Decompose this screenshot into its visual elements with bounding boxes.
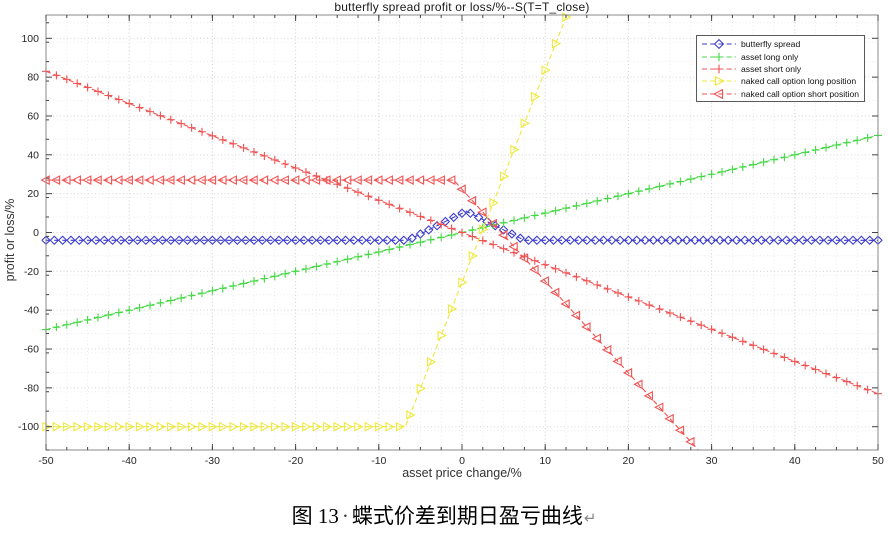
legend-item-butterfly-spread: butterfly spread: [701, 38, 864, 50]
x-tick-label: 20: [623, 455, 635, 467]
y-tick-label: 20: [27, 188, 39, 200]
x-tick-label: 30: [706, 455, 718, 467]
legend-label: naked call option short position: [741, 88, 860, 99]
x-tick-label: 10: [539, 455, 551, 467]
series-butterfly-spread: [41, 208, 883, 246]
caption-return-mark: ↵: [583, 509, 597, 527]
caption-separator-dot: ·: [341, 504, 349, 528]
legend-label: butterfly spread: [741, 39, 801, 50]
legend-marker-naked-call-option-short-position: [702, 88, 736, 100]
caption-number: 图 13: [291, 504, 339, 528]
y-tick-label: 40: [27, 149, 39, 161]
legend-item-naked-call-option-long-position: naked call option long position: [701, 75, 864, 87]
legend-label: naked call option long position: [741, 76, 857, 87]
x-tick-label: 50: [872, 455, 884, 467]
x-tick-label: 40: [789, 455, 801, 467]
x-tick-label: -50: [38, 455, 53, 467]
legend: butterfly spread asset long only asset sho…: [696, 35, 865, 102]
plot-area: -50 -40 -30 -20 -10 0 10 20 30 40 50-100-80-60-40-…: [18, 12, 884, 467]
x-tick-label: -20: [288, 455, 303, 467]
y-tick-label: -60: [24, 344, 39, 356]
axes: -50 -40 -30 -20 -10 0 10 20 30 40 50-100-80-60-40-…: [18, 14, 884, 467]
legend-marker-asset-long-only: [702, 52, 736, 61]
legend-label: asset long only: [741, 51, 799, 62]
figure-caption: 图 13 · 蝶式价差到期日盈亏曲线↵: [0, 500, 888, 530]
x-tick-label: 0: [459, 455, 465, 467]
y-tick-label: 0: [33, 227, 39, 239]
y-tick-label: 60: [27, 110, 39, 122]
caption-text: 蝶式价差到期日盈亏曲线: [351, 504, 583, 528]
y-tick-label: -40: [24, 305, 39, 317]
y-tick-label: -20: [24, 266, 39, 278]
x-tick-label: -30: [205, 455, 220, 467]
x-tick-label: -40: [122, 455, 137, 467]
legend-marker-naked-call-option-long-position: [702, 76, 736, 87]
y-tick-label: -100: [18, 421, 39, 433]
y-tick-label: -80: [24, 382, 39, 394]
series-naked-call-option-short-position: [40, 175, 699, 451]
chart-title: butterfly spread profit or loss/%--S(T=T…: [334, 0, 590, 14]
series-naked-call-option-long-position: [42, 12, 572, 432]
matlab-figure: butterfly spread profit or loss/%--S(T=T…: [3, 0, 884, 480]
legend-item-asset-short-only: asset short only: [701, 63, 864, 75]
legend-marker-butterfly-spread: [702, 39, 736, 50]
y-tick-label: 100: [21, 33, 39, 45]
legend-item-asset-long-only: asset long only: [701, 50, 864, 62]
y-tick-label: 80: [27, 72, 39, 84]
x-axis-label: asset price change/%: [402, 466, 522, 480]
x-tick-label: -10: [371, 455, 386, 467]
legend-label: asset short only: [741, 63, 802, 74]
legend-item-naked-call-option-short-position: naked call option short position: [701, 88, 864, 100]
legend-marker-asset-short-only: [702, 64, 736, 74]
